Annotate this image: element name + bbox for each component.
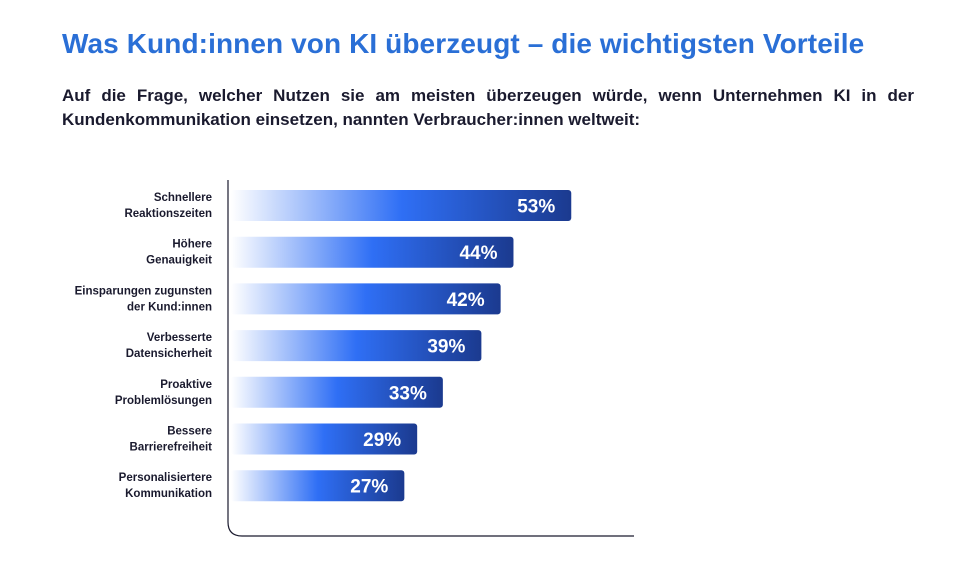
value-label-1: 44%	[459, 243, 497, 264]
category-label-0: Schnellere Reaktionszeiten	[124, 192, 212, 220]
category-label-1: Höhere Genauigkeit	[146, 239, 212, 267]
category-label-line: Kommunikation	[125, 488, 212, 500]
category-label-6: Personalisiertere Kommunikation	[119, 472, 212, 500]
bars-group	[231, 190, 571, 501]
value-label-3: 39%	[427, 337, 465, 358]
category-label-line: Bessere	[167, 426, 212, 438]
value-label-5: 29%	[363, 430, 401, 451]
category-label-line: Proaktive	[160, 379, 212, 391]
category-label-4: Proaktive Problemlösungen	[115, 379, 212, 407]
value-label-4: 33%	[389, 383, 427, 404]
category-label-line: Genauigkeit	[146, 255, 212, 267]
category-label-3: Verbesserte Datensicherheit	[126, 332, 212, 360]
value-label-0: 53%	[517, 197, 555, 218]
category-label-line: Höhere	[172, 239, 212, 251]
category-labels-group: Schnellere Reaktionszeiten Höhere Genauigke…	[75, 192, 213, 500]
value-label-6: 27%	[350, 477, 388, 498]
category-label-line: Personalisiertere	[119, 472, 212, 484]
value-label-2: 42%	[447, 290, 485, 311]
category-label-line: Verbesserte	[147, 332, 212, 344]
category-label-line: Problemlösungen	[115, 395, 212, 407]
category-label-line: Barrierefreiheit	[130, 442, 213, 454]
category-label-line: Reaktionszeiten	[124, 208, 212, 220]
category-label-2: Einsparungen zugunsten der Kund:innen	[75, 285, 212, 313]
category-label-line: Datensicherheit	[126, 348, 212, 360]
category-label-line: Einsparungen zugunsten	[75, 285, 212, 297]
category-label-5: Bessere Barrierefreiheit	[130, 426, 213, 454]
category-label-line: Schnellere	[154, 192, 212, 204]
bar-chart: Schnellere Reaktionszeiten Höhere Genauigke…	[0, 0, 976, 571]
category-label-line: der Kund:innen	[127, 301, 212, 313]
